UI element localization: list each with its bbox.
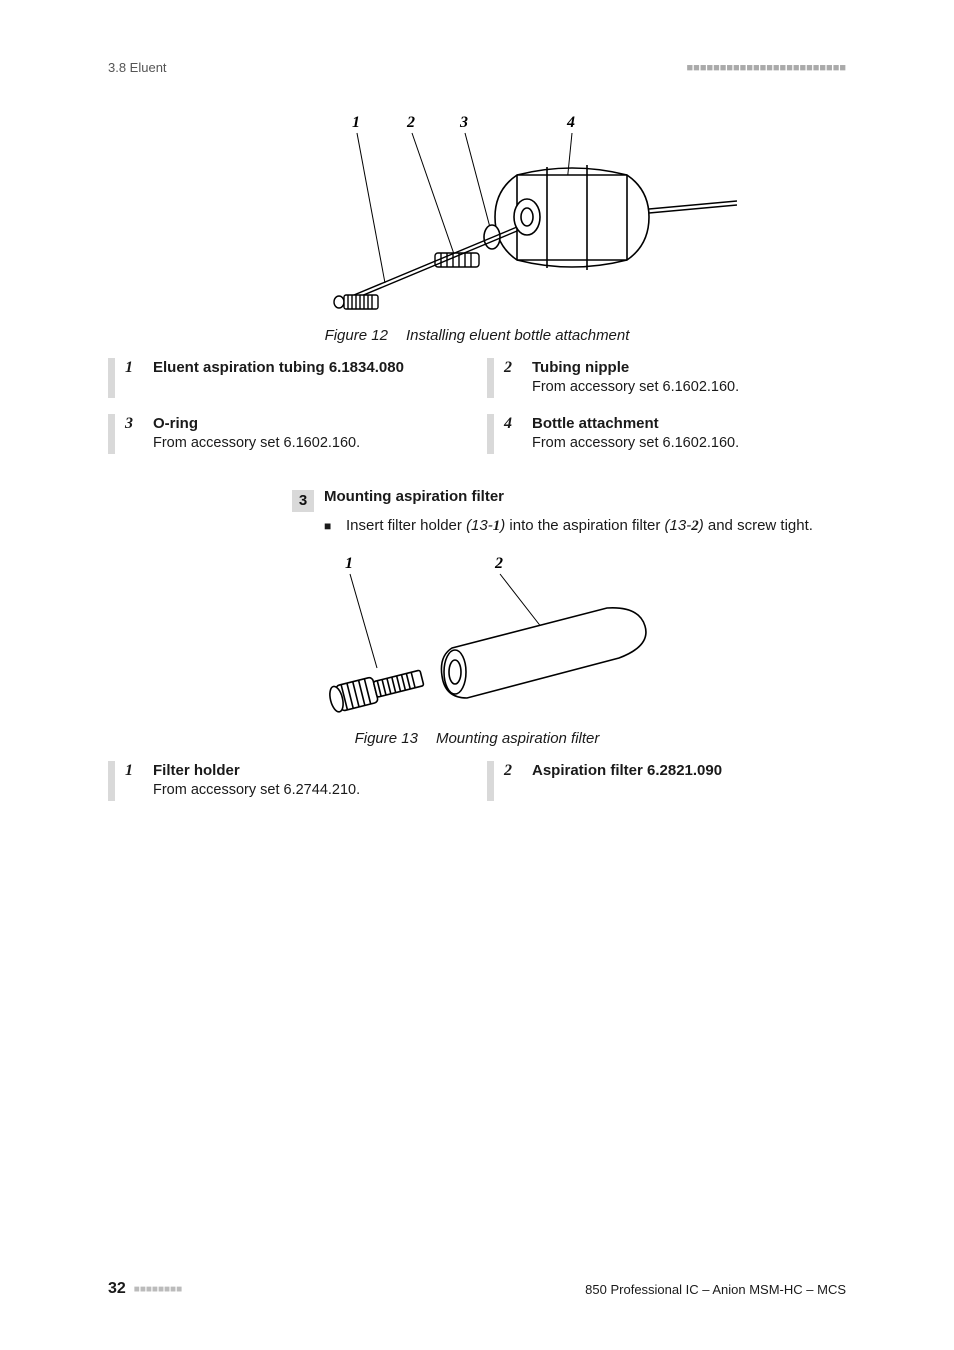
legend-title: Eluent aspiration tubing 6.1834.080 [153, 358, 404, 378]
page-number: 32 [108, 1280, 126, 1298]
fig12-callout-4: 4 [566, 114, 575, 131]
legend-title: Filter holder [153, 761, 360, 781]
step-text: Insert filter holder (13-1) into the asp… [346, 515, 846, 538]
legend-sub: From accessory set 6.2744.210. [153, 781, 360, 801]
legend-num: 1 [125, 761, 153, 782]
legend-num: 2 [504, 761, 532, 782]
legend-item: 2 Aspiration filter 6.2821.090 [487, 761, 846, 801]
legend-num: 2 [504, 358, 532, 379]
legend-sub: From accessory set 6.1602.160. [532, 378, 739, 398]
figure12-svg: 1 2 3 4 [217, 105, 737, 315]
page-header: 3.8 Eluent ■■■■■■■■■■■■■■■■■■■■■■■■ [108, 60, 846, 75]
step-bullet: ■ Insert filter holder (13-1) into the a… [324, 515, 846, 538]
figure12-label: Figure 12 [325, 327, 388, 344]
legend-num: 1 [125, 358, 153, 379]
step-number: 3 [292, 490, 314, 512]
legend-title: Bottle attachment [532, 414, 739, 434]
legend-item: 4 Bottle attachment From accessory set 6… [487, 414, 846, 454]
legend-num: 4 [504, 414, 532, 435]
legend-title: Tubing nipple [532, 358, 739, 378]
legend-13: 1 Filter holder From accessory set 6.274… [108, 761, 846, 801]
header-ornament: ■■■■■■■■■■■■■■■■■■■■■■■■ [687, 62, 846, 74]
figure13-label: Figure 13 [355, 730, 418, 747]
figure12-text: Installing eluent bottle attachment [406, 327, 629, 344]
figure13-text: Mounting aspiration filter [436, 730, 599, 747]
legend-sub: From accessory set 6.1602.160. [532, 434, 739, 454]
legend-item: 1 Filter holder From accessory set 6.274… [108, 761, 467, 801]
legend-item: 3 O-ring From accessory set 6.1602.160. [108, 414, 467, 454]
fig12-callout-3: 3 [459, 114, 468, 131]
legend-12: 1 Eluent aspiration tubing 6.1834.080 2 … [108, 358, 846, 454]
section-label: 3.8 Eluent [108, 60, 167, 75]
legend-title: Aspiration filter 6.2821.090 [532, 761, 722, 781]
figure-13: 1 2 Fi [108, 548, 846, 747]
step-3: 3 Mounting aspiration filter ■ Insert fi… [292, 488, 846, 538]
legend-item: 1 Eluent aspiration tubing 6.1834.080 [108, 358, 467, 398]
step-title: Mounting aspiration filter [324, 488, 846, 505]
bullet-icon: ■ [324, 515, 346, 538]
legend-num: 3 [125, 414, 153, 435]
fig12-callout-1: 1 [352, 114, 360, 131]
legend-sub: From accessory set 6.1602.160. [153, 434, 360, 454]
fig12-callout-2: 2 [406, 114, 415, 131]
legend-title: O-ring [153, 414, 360, 434]
fig13-callout-2: 2 [494, 555, 503, 572]
doc-title: 850 Professional IC – Anion MSM-HC – MCS [585, 1282, 846, 1297]
legend-item: 2 Tubing nipple From accessory set 6.160… [487, 358, 846, 398]
fig13-callout-1: 1 [345, 555, 353, 572]
figure13-caption: Figure 13 Mounting aspiration filter [108, 730, 846, 747]
figure13-svg: 1 2 [267, 548, 687, 718]
page-footer: 32 ■■■■■■■■ 850 Professional IC – Anion … [108, 1280, 846, 1298]
figure-12: 1 2 3 4 [108, 105, 846, 344]
figure12-caption: Figure 12 Installing eluent bottle attach… [108, 327, 846, 344]
footer-ornament: ■■■■■■■■ [134, 1284, 182, 1295]
